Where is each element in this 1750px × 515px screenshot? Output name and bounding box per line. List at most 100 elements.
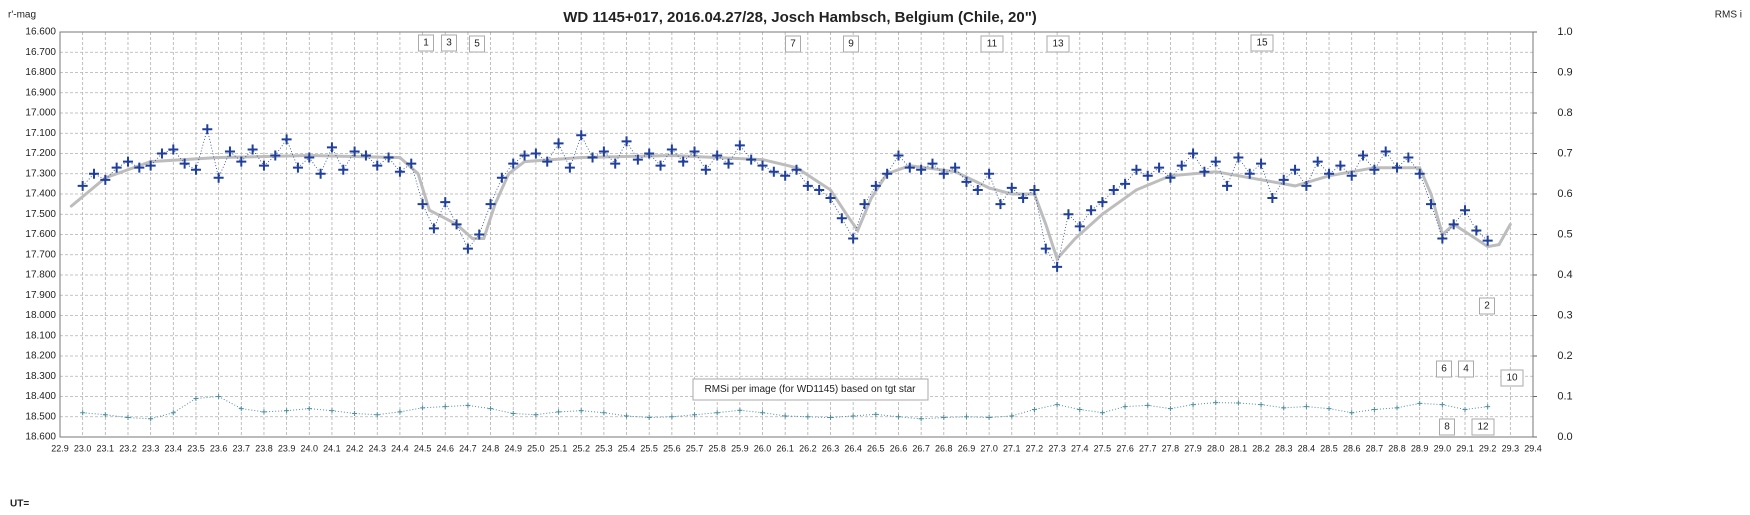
annotation: 13	[1052, 39, 1064, 50]
data-point	[1210, 156, 1221, 167]
x-tick-label: 24.3	[368, 443, 386, 453]
x-tick-label: 28.5	[1320, 443, 1338, 453]
data-point	[349, 146, 360, 157]
data-point	[950, 162, 961, 173]
y2-tick-label: 0.3	[1557, 309, 1572, 321]
x-tick-label: 27.4	[1071, 443, 1089, 453]
rms-marker	[624, 413, 630, 419]
annotation-box	[843, 35, 859, 53]
data-point	[882, 168, 893, 179]
rms-marker	[397, 409, 403, 415]
y-tick-label: 16.900	[25, 87, 56, 98]
x-tick-label: 23.1	[97, 443, 115, 453]
data-point	[780, 170, 791, 181]
rms-marker	[556, 409, 562, 415]
x-tick-label: 28.3	[1275, 443, 1293, 453]
annotation: 12	[1477, 422, 1489, 433]
y-tick-label: 17.300	[25, 168, 56, 179]
x-tick-label: 26.3	[822, 443, 840, 453]
data-point	[689, 146, 700, 157]
data-point	[746, 154, 757, 165]
rms-marker	[1235, 400, 1241, 406]
x-tick-label: 27.1	[1003, 443, 1021, 453]
rms-marker	[1281, 405, 1287, 411]
x-tick-label: 28.2	[1252, 443, 1270, 453]
rms-marker	[601, 410, 607, 416]
rms-marker	[1371, 406, 1377, 412]
rms-marker	[918, 416, 924, 422]
data-point	[859, 199, 870, 210]
x-tick-label: 25.1	[550, 443, 568, 453]
annotation: 3	[446, 38, 452, 49]
y-tick-label: 17.100	[25, 128, 56, 139]
x-tick-label: 24.2	[346, 443, 364, 453]
data-point	[1312, 156, 1323, 167]
data-point	[440, 197, 451, 208]
rms-marker	[1439, 402, 1445, 408]
y2-tick-label: 0.7	[1557, 147, 1572, 159]
data-point	[1199, 166, 1210, 177]
x-tick-label: 24.8	[482, 443, 500, 453]
data-point	[428, 223, 439, 234]
data-point	[1006, 182, 1017, 193]
x-tick-label: 28.7	[1366, 443, 1384, 453]
annotation-box	[469, 35, 485, 53]
annotation-box	[1458, 360, 1474, 378]
data-point	[281, 134, 292, 145]
data-point	[462, 243, 473, 254]
data-point	[1471, 225, 1482, 236]
data-point	[1233, 152, 1244, 163]
annotation-box	[1479, 297, 1495, 315]
data-point	[1222, 180, 1233, 191]
data-point	[1074, 221, 1085, 232]
annotation: 10	[1506, 373, 1518, 384]
annotation: 1	[423, 38, 429, 49]
rms-marker	[805, 414, 811, 420]
x-tick-label: 23.3	[142, 443, 160, 453]
data-point	[145, 160, 156, 171]
y2-tick-label: 1.0	[1557, 26, 1572, 38]
x-tick-label: 29.1	[1456, 443, 1474, 453]
y-tick-label: 17.400	[25, 189, 56, 200]
data-point	[496, 172, 507, 183]
data-point	[870, 180, 881, 191]
y-tick-label: 18.500	[25, 411, 56, 422]
rms-marker	[714, 410, 720, 416]
annotation-box	[1436, 360, 1452, 378]
data-point	[802, 180, 813, 191]
note: RMSi per image (for WD1145) based on tgt…	[704, 384, 916, 395]
data-point	[1154, 162, 1165, 173]
x-tick-label: 23.6	[210, 443, 228, 453]
data-point	[893, 150, 904, 161]
data-point	[734, 140, 745, 151]
rms-marker	[148, 416, 154, 422]
y-tick-label: 17.500	[25, 209, 56, 220]
rms-marker	[1190, 402, 1196, 408]
x-tick-label: 22.9	[51, 443, 69, 453]
x-tick-label: 23.9	[278, 443, 296, 453]
data-point	[156, 148, 167, 159]
data-point	[836, 213, 847, 224]
y2-tick-label: 0.1	[1557, 390, 1572, 402]
data-point	[270, 150, 281, 161]
plot-border	[59, 31, 1534, 438]
x-tick-label: 26.1	[776, 443, 794, 453]
data-point	[814, 184, 825, 195]
y-tick-label: 16.700	[25, 47, 56, 58]
rms-marker	[238, 406, 244, 412]
annotation-box	[1500, 369, 1524, 387]
rms-marker	[646, 415, 652, 421]
data-point	[360, 150, 371, 161]
data-point	[168, 144, 179, 155]
data-point	[984, 168, 995, 179]
data-point	[1120, 178, 1131, 189]
data-point	[938, 168, 949, 179]
data-point	[961, 176, 972, 187]
data-point	[927, 158, 938, 169]
note-box	[692, 378, 929, 401]
data-point	[519, 150, 530, 161]
data-point	[406, 158, 417, 169]
y-tick-label: 18.100	[25, 330, 56, 341]
x-tick-label: 25.5	[640, 443, 658, 453]
data-point	[610, 158, 621, 169]
